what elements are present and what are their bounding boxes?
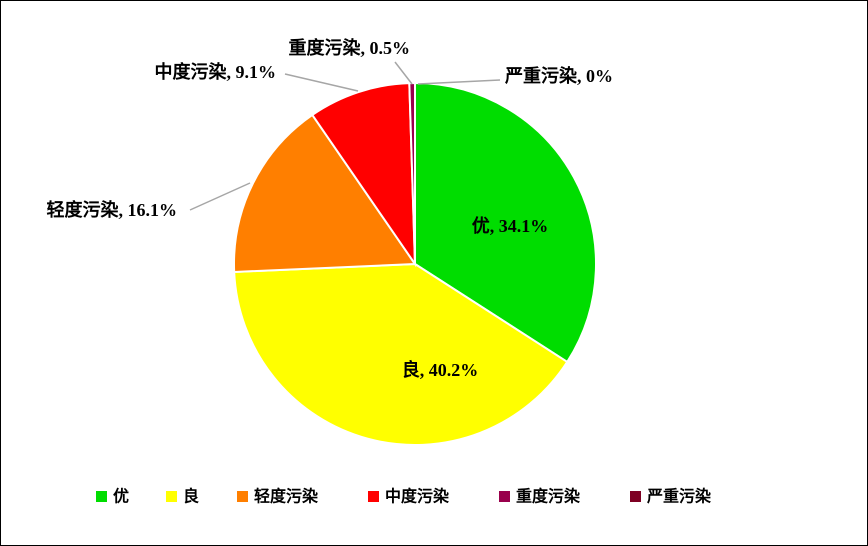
- legend-label: 轻度污染: [254, 487, 319, 506]
- data-label: 轻度污染, 16.1%: [47, 199, 178, 220]
- leader-line: [189, 182, 251, 211]
- leader-line: [417, 79, 501, 85]
- pie-slice: [233, 113, 417, 274]
- data-label: 中度污染, 9.1%: [155, 61, 277, 82]
- legend-label: 重度污染: [516, 487, 581, 506]
- legend-swatch: [630, 491, 641, 502]
- legend-label: 良: [183, 487, 199, 506]
- legend-swatch: [368, 491, 379, 502]
- legend-swatch: [499, 491, 510, 502]
- pie-slice: [233, 262, 569, 446]
- legend-swatch: [166, 491, 177, 502]
- legend-label: 优: [113, 487, 129, 506]
- data-label: 优, 34.1%: [472, 215, 549, 236]
- pie-slice: [310, 82, 417, 268]
- leader-line: [284, 73, 359, 92]
- data-label: 重度污染, 0.5%: [289, 37, 411, 58]
- data-label: 良, 40.2%: [402, 359, 479, 380]
- legend-label: 严重污染: [646, 487, 712, 506]
- legend-swatch: [237, 491, 248, 502]
- data-label: 严重污染, 0%: [505, 65, 613, 86]
- legend-swatch: [96, 491, 107, 502]
- legend-label: 中度污染: [385, 487, 450, 506]
- leader-line: [394, 61, 413, 85]
